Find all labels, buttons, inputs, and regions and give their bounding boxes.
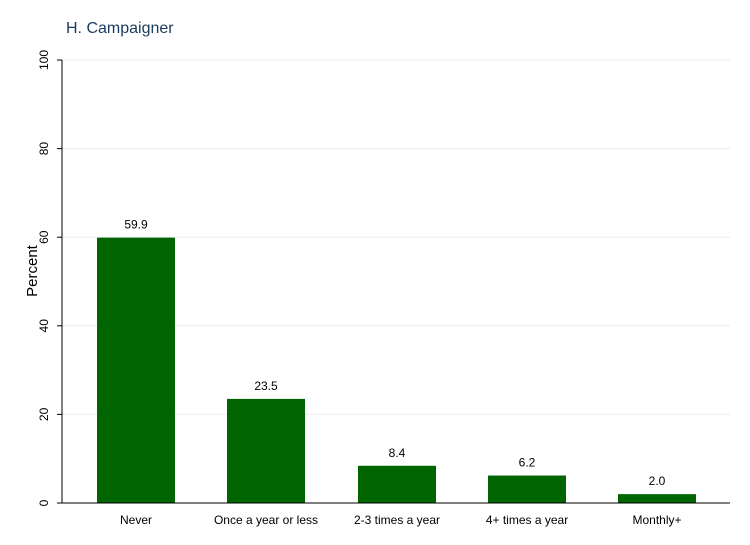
bar [618, 494, 696, 503]
y-tick-label: 60 [37, 230, 51, 244]
y-tick-label: 40 [37, 319, 51, 333]
x-tick-label: Once a year or less [214, 513, 318, 527]
gridlines [62, 59, 730, 415]
x-tick-label: 4+ times a year [486, 513, 568, 527]
x-tick-label: Never [120, 513, 152, 527]
value-label: 8.4 [389, 446, 406, 460]
bar [488, 475, 566, 503]
value-label: 2.0 [649, 474, 666, 488]
x-tick-label: 2-3 times a year [354, 513, 440, 527]
value-label: 23.5 [254, 379, 278, 393]
bars [97, 237, 696, 503]
y-tick-label: 0 [37, 499, 51, 506]
y-tick-label: 80 [37, 142, 51, 156]
chart-title: H. Campaigner [66, 20, 174, 37]
y-tick-label: 100 [37, 50, 51, 70]
bar [97, 237, 175, 503]
axes: 0 20 40 60 80 100 Never Once a year or less 2-3 … [37, 50, 730, 527]
bar [227, 398, 305, 503]
y-axis-label: Percent [24, 244, 41, 297]
y-tick-label: 20 [37, 407, 51, 421]
bar [358, 465, 436, 503]
value-labels: 59.9 23.5 8.4 6.2 2.0 [124, 218, 665, 488]
value-label: 6.2 [519, 456, 536, 470]
x-tick-label: Monthly+ [632, 513, 681, 527]
value-label: 59.9 [124, 218, 148, 232]
